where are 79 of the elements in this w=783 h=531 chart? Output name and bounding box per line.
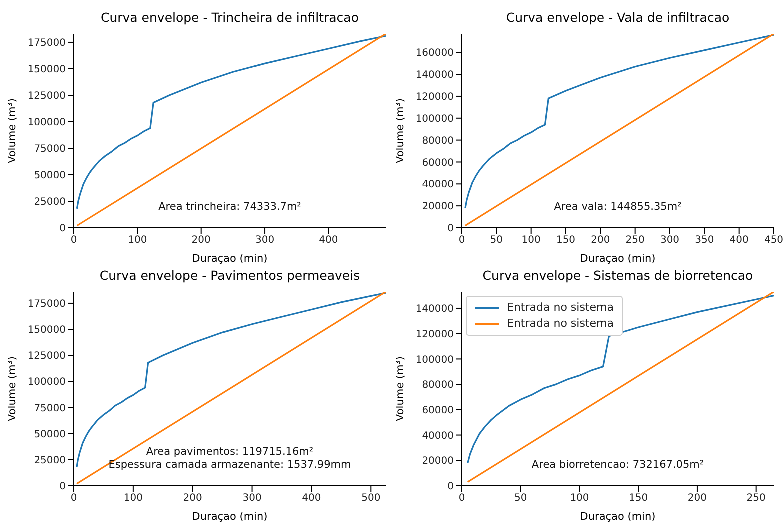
x-tick-label: 300 (242, 493, 262, 504)
y-tick-label: 40000 (422, 430, 454, 442)
y-tick-label: 150000 (28, 325, 66, 336)
y-tick-label: 125000 (28, 91, 66, 102)
x-tick-label: 100 (124, 493, 143, 504)
annotation: Area vala: 144855.35m² (553, 201, 683, 214)
y-tick-label: 100000 (416, 354, 454, 366)
x-tick-label: 100 (128, 235, 148, 246)
y-tick-label: 0 (448, 224, 454, 235)
y-tick-label: 160000 (416, 48, 454, 60)
y-tick-label: 80000 (422, 136, 454, 147)
y-tick-label: 100000 (416, 114, 454, 125)
chart-title: Curva envelope - Sistemas de biorretencao (482, 267, 754, 285)
x-tick-label: 150 (556, 235, 576, 246)
y-tick-label: 80000 (422, 380, 454, 392)
y-tick-label: 20000 (422, 456, 454, 468)
y-tick-label: 175000 (28, 38, 66, 50)
x-tick-label: 0 (70, 235, 78, 246)
y-tick-label: 100000 (28, 118, 66, 129)
y-tick-label: 0 (60, 224, 66, 235)
x-axis-title: Duraçao (min) (192, 511, 268, 523)
x-tick-label: 300 (660, 235, 680, 246)
y-tick-label: 60000 (422, 405, 454, 416)
x-tick-label: 200 (183, 493, 202, 504)
y-tick-label: 120000 (416, 329, 454, 340)
y-tick-label: 50000 (34, 429, 66, 440)
x-tick-label: 200 (688, 493, 708, 504)
y-tick-label: 75000 (34, 403, 66, 414)
y-tick-label: 0 (448, 482, 454, 493)
x-tick-label: 50 (514, 493, 528, 504)
legend-label: Entrada no sistema (507, 300, 614, 316)
annotation: Espessura camada armazenante: 1537.99mm (108, 459, 352, 472)
y-axis-title: Volume (m³) (6, 356, 19, 422)
chart-title: Curva envelope - Pavimentos permeaveis (98, 267, 362, 285)
x-axis-title: Duraçao (min) (580, 511, 656, 523)
y-tick-label: 125000 (28, 351, 66, 362)
y-tick-label: 75000 (34, 144, 66, 156)
y-tick-label: 140000 (416, 304, 454, 316)
x-tick-label: 50 (490, 235, 504, 246)
x-tick-label: 300 (255, 235, 275, 246)
x-axis-title: Duraçao (min) (192, 253, 268, 265)
y-tick-label: 100000 (28, 377, 66, 388)
annotation: Area pavimentos: 119715.16m² (145, 446, 315, 459)
legend-label: Entrada no sistema (507, 316, 614, 332)
x-tick-label: 400 (302, 493, 322, 504)
y-axis-title: Volume (m³) (394, 356, 407, 422)
x-tick-label: 0 (458, 235, 466, 246)
x-tick-label: 200 (591, 235, 610, 246)
y-tick-label: 0 (60, 482, 66, 493)
y-tick-label: 25000 (34, 455, 66, 466)
y-axis-title: Volume (m³) (6, 98, 19, 164)
x-tick-label: 450 (764, 235, 783, 246)
x-tick-label: 0 (70, 493, 78, 504)
x-tick-label: 250 (626, 235, 645, 246)
x-tick-label: 150 (629, 493, 648, 504)
y-tick-label: 50000 (34, 170, 66, 182)
x-tick-label: 100 (570, 493, 590, 504)
y-tick-label: 120000 (416, 92, 454, 104)
chart-title: Curva envelope - Trincheira de infiltracao (100, 9, 360, 27)
chart-title: Curva envelope - Vala de infiltracao (505, 9, 731, 27)
x-tick-label: 500 (362, 493, 381, 504)
y-tick-label: 60000 (422, 158, 454, 169)
x-tick-label: 250 (746, 493, 766, 504)
y-tick-label: 150000 (28, 64, 66, 76)
x-tick-label: 350 (695, 235, 714, 246)
annotation: Area trincheira: 74333.7m² (158, 201, 302, 214)
x-tick-label: 200 (192, 235, 211, 246)
y-tick-label: 175000 (28, 299, 66, 310)
annotation: Area biorretencao: 732167.05m² (530, 459, 706, 472)
x-axis-title: Duraçao (min) (580, 253, 656, 265)
y-axis-title: Volume (m³) (394, 98, 407, 164)
y-tick-label: 20000 (422, 202, 454, 213)
x-tick-label: 0 (458, 493, 466, 504)
y-tick-label: 140000 (416, 70, 454, 82)
x-tick-label: 100 (522, 235, 541, 246)
x-tick-label: 400 (319, 235, 338, 246)
y-tick-label: 40000 (422, 180, 454, 191)
x-tick-label: 400 (730, 235, 749, 246)
y-tick-label: 25000 (34, 197, 66, 208)
